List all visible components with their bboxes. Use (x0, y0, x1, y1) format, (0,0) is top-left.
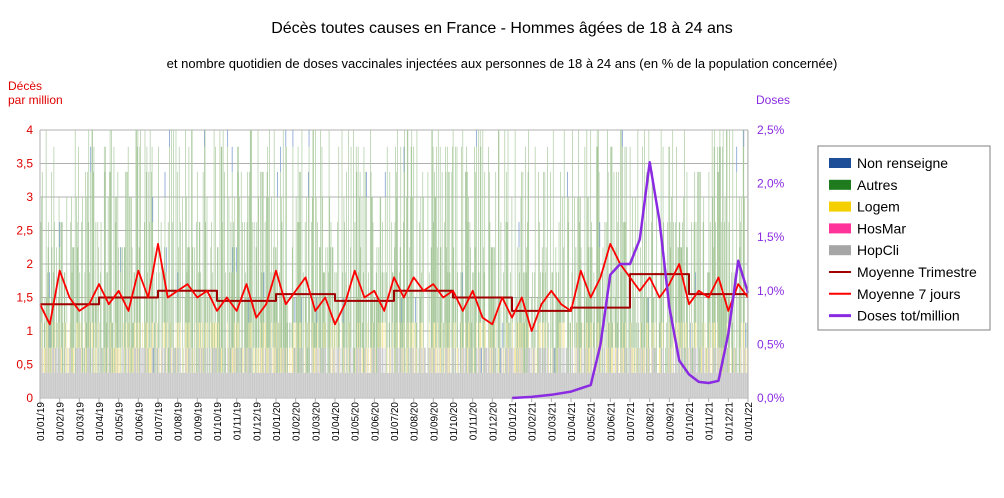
legend-swatch (829, 245, 851, 256)
x-tick-label: 01/03/19 (75, 402, 86, 441)
chart-title: Décès toutes causes en France - Hommes â… (271, 20, 733, 37)
legend-label: Doses tot/million (857, 308, 960, 324)
left-tick-label: 0 (26, 391, 33, 405)
x-tick-label: 01/01/20 (272, 402, 283, 441)
x-tick-label: 01/03/20 (311, 402, 322, 441)
x-tick-label: 01/04/20 (331, 402, 342, 441)
x-tick-label: 01/01/21 (508, 402, 519, 441)
legend-label: HopCli (857, 242, 899, 258)
left-tick-label: 2,5 (16, 224, 33, 238)
x-tick-label: 01/02/21 (528, 402, 539, 441)
x-tick-label: 01/05/20 (351, 402, 362, 441)
left-axis-label-line2: par million (8, 93, 63, 107)
legend-label: HosMar (857, 220, 906, 236)
left-tick-label: 3,5 (16, 157, 33, 171)
left-tick-label: 1,5 (16, 291, 33, 305)
series-line-0 (40, 273, 748, 312)
right-tick-label: 0,0% (757, 391, 785, 405)
left-tick-label: 0,5 (16, 358, 33, 372)
x-tick-label: 01/08/19 (174, 402, 185, 441)
x-tick-label: 01/09/20 (429, 402, 440, 441)
legend-swatch (829, 158, 851, 168)
x-tick-label: 01/12/21 (724, 402, 735, 441)
left-tick-label: 3 (26, 190, 33, 204)
x-tick-label: 01/06/19 (134, 402, 145, 441)
legend-label: Autres (857, 177, 897, 193)
x-tick-label: 01/10/21 (685, 402, 696, 441)
chart-subtitle: et nombre quotidien de doses vaccinales … (167, 56, 838, 71)
right-tick-label: 2,5% (757, 123, 785, 137)
series-lines (39, 160, 750, 400)
x-tick-label: 01/03/21 (547, 402, 558, 441)
x-tick-label: 01/04/21 (567, 402, 578, 441)
x-tick-label: 01/06/21 (606, 402, 617, 441)
right-tick-label: 1,0% (757, 284, 785, 298)
x-tick-label: 01/02/19 (56, 402, 67, 441)
x-tick-label: 01/11/21 (705, 402, 716, 441)
x-tick-label: 01/01/22 (744, 402, 755, 441)
left-tick-label: 1 (26, 324, 33, 338)
legend-swatch (829, 223, 851, 234)
x-tick-label: 01/09/21 (665, 402, 676, 441)
daily-bars (39, 130, 749, 398)
left-axis-label-line1: Décès (8, 79, 42, 93)
x-tick-label: 01/12/19 (252, 402, 263, 441)
x-tick-label: 01/10/19 (213, 402, 224, 441)
right-tick-label: 0,5% (757, 337, 785, 351)
x-tick-label: 01/12/20 (488, 402, 499, 441)
x-tick-label: 01/06/20 (370, 402, 381, 441)
series-line-1 (39, 243, 749, 332)
x-tick-label: 01/05/21 (587, 402, 598, 441)
x-tick-label: 01/07/21 (626, 402, 637, 441)
x-tick-label: 01/05/19 (115, 402, 126, 441)
legend-box (817, 145, 991, 331)
left-tick-label: 4 (26, 123, 33, 137)
legend-label: Non renseigne (857, 155, 948, 171)
series-line-2 (511, 160, 750, 400)
x-tick-label: 01/02/20 (292, 402, 303, 441)
legend-label: Logem (857, 199, 900, 215)
axes: 0 0,5 1 1,5 2 2,5 3 3,5 4 0,0% 0,5% 1,0% 1,5% 2,0% 2,5… (16, 123, 784, 441)
right-tick-label: 1,5% (757, 230, 785, 244)
legend: Non renseigne Autres Logem HosMar HopCli Moye… (817, 145, 991, 331)
x-tick-label: 01/11/19 (233, 402, 244, 441)
x-tick-label: 01/09/19 (193, 402, 204, 441)
legend-swatch (829, 201, 851, 212)
legend-label: Moyenne Trimestre (857, 264, 977, 280)
legend-swatch (829, 179, 851, 190)
x-tick-label: 01/01/19 (36, 402, 47, 441)
x-tick-label: 01/04/19 (95, 402, 106, 441)
left-tick-label: 2 (26, 257, 33, 271)
x-tick-label: 01/08/20 (410, 402, 421, 441)
legend-label: Moyenne 7 jours (857, 286, 961, 302)
x-tick-label: 01/10/20 (449, 402, 460, 441)
x-tick-label: 01/07/19 (154, 402, 165, 441)
x-tick-label: 01/11/20 (469, 402, 480, 441)
right-axis-label: Doses (756, 93, 790, 107)
x-tick-label: 01/07/20 (390, 402, 401, 441)
x-tick-label: 01/08/21 (646, 402, 657, 441)
right-tick-label: 2,0% (757, 177, 785, 191)
